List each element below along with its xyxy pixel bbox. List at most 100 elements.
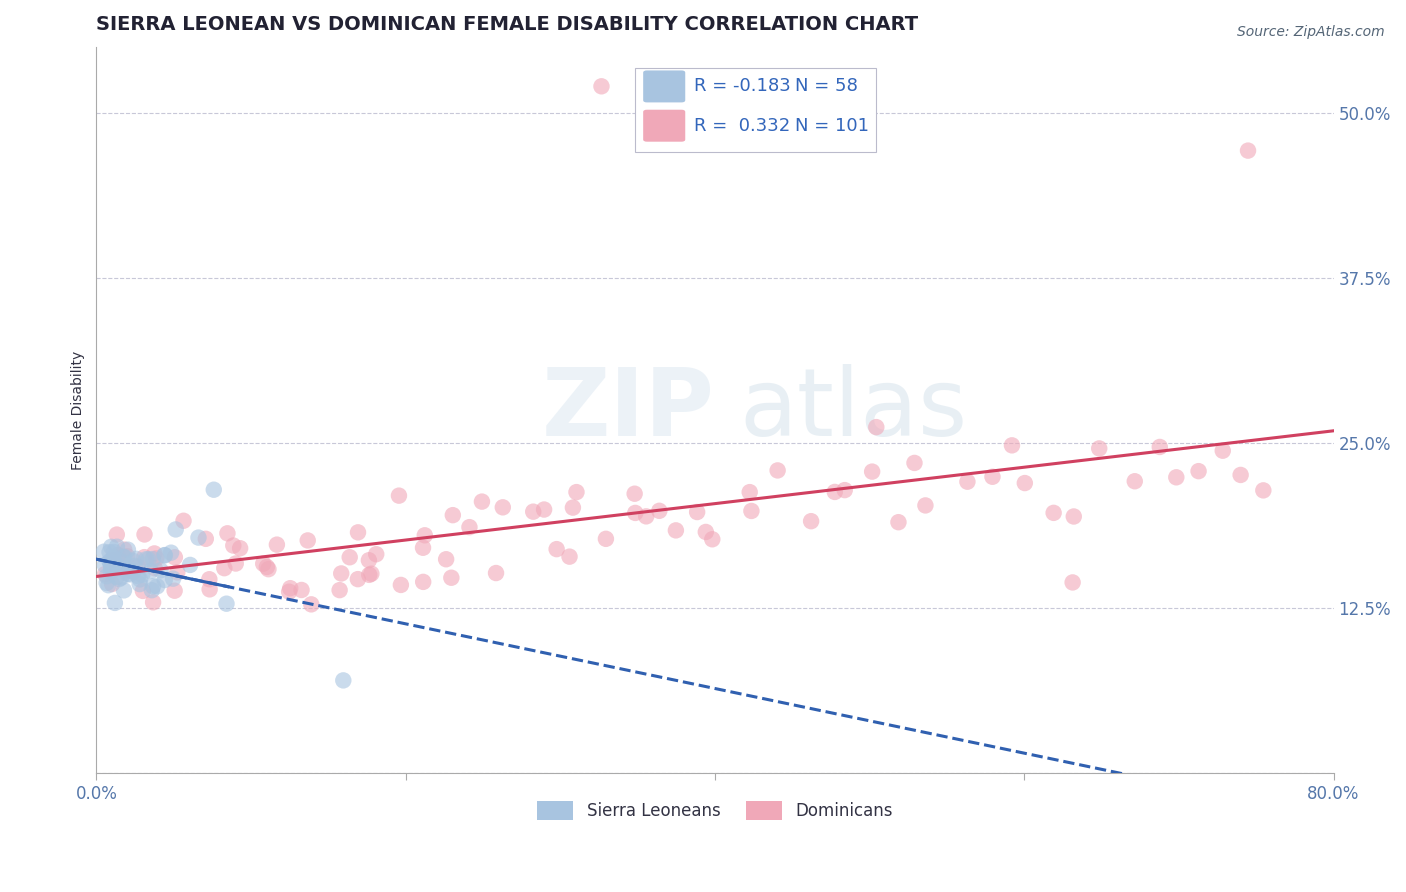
Point	[887, 515, 910, 529]
Point	[110, 554, 132, 568]
Point	[217, 526, 239, 541]
Point	[149, 563, 172, 577]
Point	[146, 579, 169, 593]
Point	[1212, 443, 1234, 458]
Point	[412, 541, 434, 555]
Point	[1062, 575, 1084, 590]
Point	[100, 556, 122, 570]
Point	[112, 542, 135, 557]
Point	[1237, 144, 1260, 158]
Point	[214, 561, 236, 575]
Point	[347, 525, 370, 540]
Point	[112, 583, 135, 598]
Point	[1253, 483, 1275, 498]
Point	[665, 524, 688, 538]
Text: Source: ZipAtlas.com: Source: ZipAtlas.com	[1237, 25, 1385, 39]
Point	[695, 524, 717, 539]
Point	[103, 551, 125, 566]
Point	[492, 500, 515, 515]
FancyBboxPatch shape	[634, 69, 876, 152]
Point	[129, 573, 152, 587]
Point	[860, 465, 883, 479]
Point	[565, 485, 588, 500]
Point	[824, 484, 846, 499]
Point	[339, 550, 361, 565]
FancyBboxPatch shape	[643, 70, 685, 103]
Point	[297, 533, 319, 548]
Point	[187, 531, 209, 545]
Point	[561, 500, 583, 515]
Point	[546, 542, 568, 557]
Point	[359, 567, 381, 582]
Point	[740, 504, 762, 518]
Point	[389, 578, 412, 592]
Point	[117, 542, 139, 557]
Point	[142, 579, 165, 593]
Point	[105, 570, 128, 584]
Text: N = 101: N = 101	[796, 117, 869, 135]
Point	[166, 566, 188, 580]
Point	[138, 552, 160, 566]
Point	[266, 538, 288, 552]
Point	[1014, 476, 1036, 491]
Point	[100, 560, 122, 574]
Point	[471, 494, 494, 508]
Point	[101, 577, 124, 591]
Point	[1166, 470, 1188, 484]
Point	[103, 553, 125, 567]
Point	[112, 549, 135, 564]
Point	[198, 572, 221, 586]
Point	[1229, 467, 1251, 482]
Point	[229, 541, 252, 556]
Point	[624, 506, 647, 520]
Point	[434, 552, 457, 566]
Point	[117, 566, 139, 581]
Point	[98, 554, 121, 568]
Point	[278, 584, 301, 599]
Point	[914, 499, 936, 513]
Point	[173, 514, 195, 528]
Point	[256, 560, 278, 574]
Point	[738, 485, 761, 500]
Point	[686, 505, 709, 519]
Text: ZIP: ZIP	[543, 364, 714, 456]
Point	[107, 548, 129, 562]
Point	[1123, 475, 1146, 489]
Point	[131, 567, 153, 582]
Point	[122, 554, 145, 568]
Point	[122, 565, 145, 579]
Point	[332, 673, 354, 688]
Point	[623, 486, 645, 500]
Point	[198, 582, 221, 597]
Point	[100, 565, 122, 579]
Point	[1063, 509, 1085, 524]
Point	[104, 596, 127, 610]
Point	[558, 549, 581, 564]
Point	[142, 552, 165, 566]
Point	[485, 566, 508, 580]
Point	[865, 420, 887, 434]
Point	[257, 562, 280, 576]
Point	[533, 502, 555, 516]
Point	[357, 553, 380, 567]
Point	[458, 520, 481, 534]
Point	[290, 582, 312, 597]
Point	[96, 576, 118, 591]
Point	[125, 552, 148, 566]
Point	[98, 545, 121, 559]
Y-axis label: Female Disability: Female Disability	[72, 351, 86, 470]
Point	[163, 550, 186, 565]
Point	[111, 560, 134, 574]
Point	[153, 549, 176, 563]
Point	[1088, 442, 1111, 456]
Point	[135, 552, 157, 566]
Point	[388, 489, 411, 503]
Point	[194, 532, 217, 546]
Point	[160, 546, 183, 560]
Point	[330, 566, 353, 581]
Point	[299, 598, 322, 612]
Point	[329, 583, 352, 598]
Point	[132, 583, 155, 598]
Legend: Sierra Leoneans, Dominicans: Sierra Leoneans, Dominicans	[530, 794, 900, 827]
Point	[143, 561, 166, 575]
